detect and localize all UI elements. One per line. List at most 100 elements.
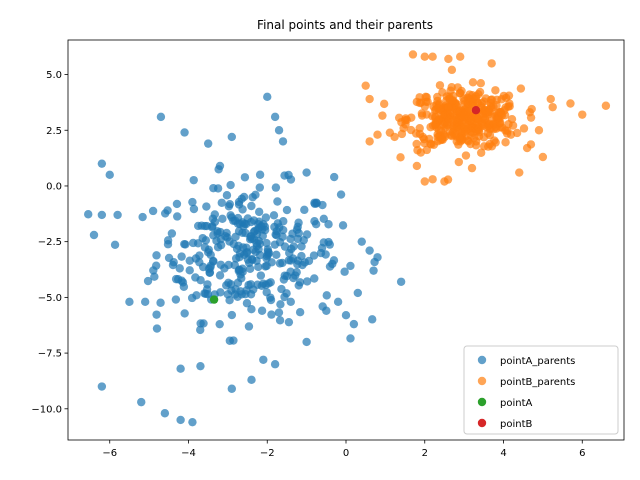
data-point-pointB_parents [465,90,474,99]
data-point-pointB_parents [493,114,502,124]
data-point-pointA_parents [198,233,207,243]
data-point-pointB_parents [505,99,514,108]
data-point-pointB_parents [379,99,389,109]
data-point-pointA_parents [247,201,256,211]
data-point-pointA_parents [304,256,314,266]
data-point-pointA_parents [188,417,197,427]
data-point-pointB_parents [408,50,418,59]
data-point-pointB_parents [471,141,481,150]
data-point-pointB_parents [476,148,486,157]
data-point-pointA_parents [247,254,256,264]
data-point-pointA_parents [285,248,294,258]
data-point-pointA_parents [177,252,186,261]
data-point-pointA_parents [216,227,225,237]
data-point-pointA_parents [254,262,263,272]
data-point-pointA_parents [197,221,206,230]
data-point-pointA_parents [156,298,165,307]
data-point-pointA_parents [175,264,184,273]
data-point-pointA_parents [89,230,99,240]
data-point-pointA_parents [255,170,265,179]
data-point-pointA_parents [253,225,262,234]
data-point-pointB_parents [578,110,587,119]
data-point-pointA_parents [309,251,319,260]
data-point-pointA_parents [222,191,232,200]
data-point-pointB_parents [455,134,464,143]
data-point-pointA_parents [273,197,282,206]
data-point-pointB_parents [444,54,453,64]
data-point-pointA_parents [266,293,275,302]
data-point-pointA_parents [338,221,348,230]
data-point-pointB_parents [519,124,529,133]
points-layer [84,50,611,427]
x-tick-label: 2 [422,448,428,459]
data-point-pointA_parents [310,274,319,283]
data-point-pointA_parents [368,315,377,324]
data-point-pointA_parents [167,229,177,238]
data-point-pointA_parents [259,355,268,364]
data-point-pointA_parents [236,287,245,296]
data-point-pointA_parents [181,240,190,249]
legend-label-pointA: pointA [500,398,533,409]
data-point-pointB_parents [548,102,557,112]
data-point-pointA_parents [317,243,327,253]
data-point-pointA_parents [152,324,162,333]
data-point-pointA_parents [353,288,363,298]
data-point-pointA_parents [262,238,271,248]
data-point-pointA_parents [160,409,170,418]
data-point-pointA_parents [245,264,255,273]
data-point-pointA_parents [152,310,161,319]
data-point-pointA_parents [196,325,205,335]
data-point-pointA_parents [278,225,288,235]
data-point-pointA_parents [333,297,343,307]
data-point-pointA_parents [267,310,276,319]
data-point-pointA_parents [257,306,267,315]
data-point-pointA_parents [195,251,204,260]
data-point-pointA_parents [244,322,254,331]
data-point-pointB_parents [526,140,536,149]
data-point-pointA_parents [150,272,159,281]
data-point-pointB_parents [516,84,526,93]
data-point-pointA_parents [125,297,134,307]
data-point-pointA_parents [218,214,227,224]
data-point-pointB_parents [460,115,469,125]
data-point-pointB_parents [435,81,445,90]
data-point-pointB_parents [399,124,408,133]
data-point-pointA_parents [225,199,235,209]
data-point-pointA_parents [231,232,240,242]
data-point-pointB_parents [457,86,466,96]
data-point-pointB_parents [428,175,437,184]
data-point-pointA_parents [270,360,280,369]
data-point-pointB_parents [501,138,510,147]
data-point-pointA_parents [251,190,260,200]
data-point-pointB_parents [467,163,477,173]
data-point-pointB_parents [460,99,470,109]
data-point-pointA_parents [113,210,122,220]
data-point-pointA_parents [292,268,301,277]
data-point-pointB_parents [396,153,405,162]
data-point-pointA_parents [272,250,281,260]
data-point-pointA_parents [214,165,223,174]
data-point-pointA_parents [349,319,359,329]
data-point-pointA_parents [322,291,331,300]
data-point-pointA_parents [249,245,258,254]
legend-marker-pointA_parents [477,355,487,365]
data-point-pointB_parents [426,139,435,148]
data-point-pointA_parents [346,261,355,271]
data-point-pointB_parents [566,99,575,108]
data-point-pointA_parents [369,266,378,275]
data-point-pointA_parents [318,302,327,311]
data-point-pointA_parents [188,197,197,207]
data-point-pointB_parents [437,134,447,144]
data-point-pointA_parents [210,210,219,219]
data-point-pointB_parents [538,152,548,162]
data-point-pointA_parents [215,319,224,329]
data-point-pointA_parents [238,267,247,276]
series-pointA_parents [84,92,406,427]
data-point-pointA_parents [97,210,107,220]
data-point-pointB_parents [482,123,491,132]
data-point-pointA_parents [227,384,237,393]
data-point-pointB_parents [365,94,374,104]
data-point-pointA_parents [365,246,374,255]
data-point-pointA_parents [177,276,186,285]
x-tick-label: 6 [579,448,585,459]
